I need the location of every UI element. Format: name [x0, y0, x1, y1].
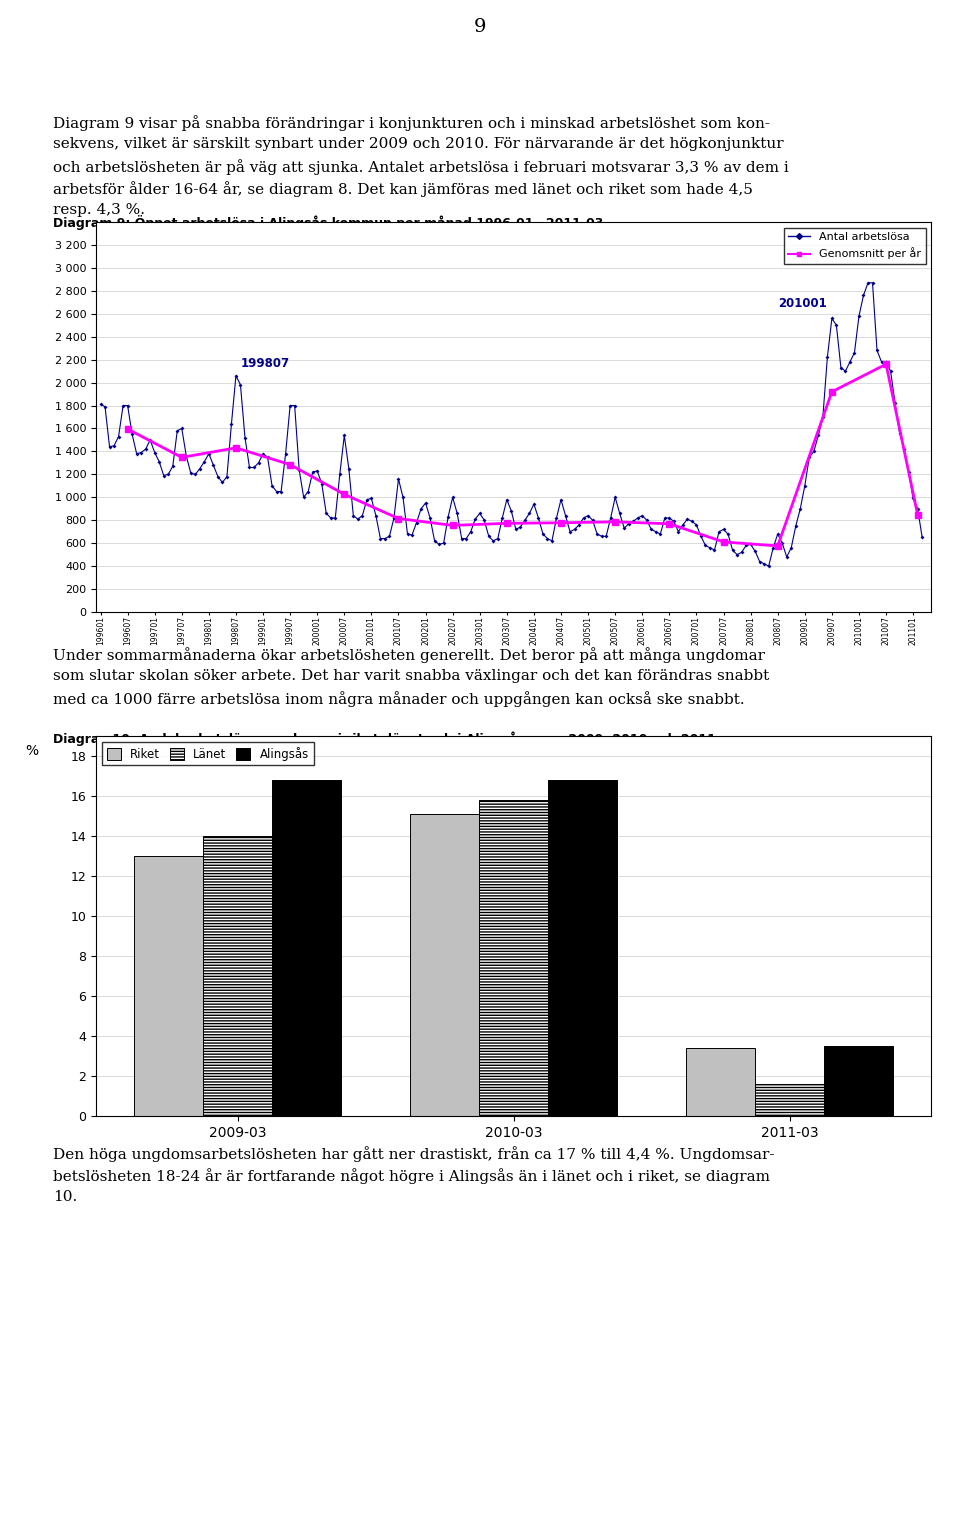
Text: %: %: [25, 744, 38, 758]
Text: Den höga ungdomsarbetslösheten har gått ner drastiskt, från ca 17 % till 4,4 %. : Den höga ungdomsarbetslösheten har gått …: [53, 1145, 775, 1162]
Bar: [134, 856, 203, 1116]
Text: Diagram10: Andel arbetslösa ungdomar i riket, länet och i Alingsås mars 2009, 20: Diagram10: Andel arbetslösa ungdomar i r…: [53, 730, 715, 746]
Text: som slutar skolan söker arbete. Det har varit snabba växlingar och det kan förän: som slutar skolan söker arbete. Det har …: [53, 669, 769, 683]
Text: Under sommarmånaderna ökar arbetslösheten generellt. Det beror på att många ungd: Under sommarmånaderna ökar arbetslöshete…: [53, 647, 765, 663]
Text: betslösheten 18-24 år är fortfarande något högre i Alingsås än i länet och i rik: betslösheten 18-24 år är fortfarande någ…: [53, 1168, 770, 1183]
Bar: [548, 779, 617, 1116]
Text: med ca 1000 färre arbetslösa inom några månader och uppgången kan också ske snab: med ca 1000 färre arbetslösa inom några …: [53, 691, 744, 708]
Bar: [272, 779, 341, 1116]
Bar: [825, 1046, 893, 1116]
Text: 9: 9: [473, 18, 487, 37]
Text: och arbetslösheten är på väg att sjunka. Antalet arbetslösa i februari motsvarar: och arbetslösheten är på väg att sjunka.…: [53, 159, 788, 175]
Text: resp. 4,3 %.: resp. 4,3 %.: [53, 203, 145, 217]
Text: Diagram 9: Öppet arbetslösa i Alingsås kommun per månad 1996-01—2011-03: Diagram 9: Öppet arbetslösa i Alingsås k…: [53, 215, 603, 230]
Bar: [479, 801, 548, 1116]
Legend: Antal arbetslösa, Genomsnitt per år: Antal arbetslösa, Genomsnitt per år: [783, 227, 925, 264]
Legend: Riket, Länet, Alingsås: Riket, Länet, Alingsås: [102, 741, 314, 766]
Text: 199807: 199807: [240, 357, 290, 369]
Text: Diagram 9 visar på snabba förändringar i konjunkturen och i minskad arbetslöshet: Diagram 9 visar på snabba förändringar i…: [53, 114, 770, 131]
Text: arbetsför ålder 16-64 år, se diagram 8. Det kan jämföras med länet och riket som: arbetsför ålder 16-64 år, se diagram 8. …: [53, 181, 753, 197]
Bar: [756, 1084, 825, 1116]
Bar: [686, 1048, 756, 1116]
Bar: [410, 814, 479, 1116]
Bar: [203, 836, 272, 1116]
Text: sekvens, vilket är särskilt synbart under 2009 och 2010. För närvarande är det h: sekvens, vilket är särskilt synbart unde…: [53, 137, 783, 151]
Text: 10.: 10.: [53, 1190, 77, 1205]
Text: 201001: 201001: [778, 297, 827, 310]
